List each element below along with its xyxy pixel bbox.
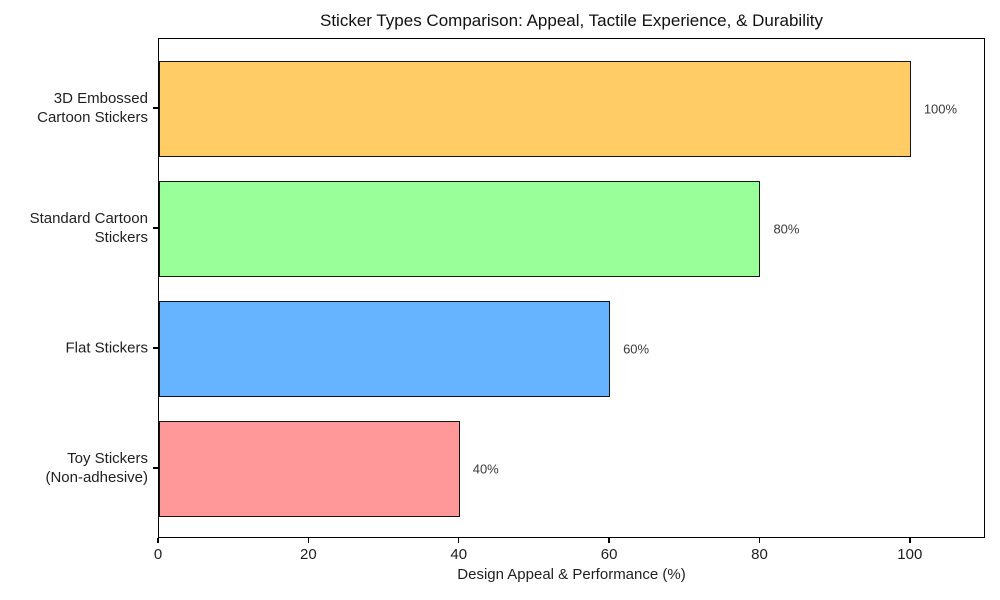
bar-3d-embossed-cartoon-stickers <box>159 61 911 157</box>
x-axis-tick <box>758 538 761 543</box>
bar-value-label: 80% <box>773 221 800 237</box>
x-axis-tick <box>909 538 911 543</box>
x-tick-label: 40 <box>450 546 468 563</box>
x-axis-tick <box>307 538 310 543</box>
y-axis-tick <box>153 467 158 469</box>
y-axis-label: 3D Embossed Cartoon Stickers <box>37 90 148 126</box>
y-axis-label: Flat Stickers <box>65 339 148 357</box>
chart-title: Sticker Types Comparison: Appeal, Tactil… <box>319 11 823 30</box>
x-tick-label: 100 <box>897 546 923 563</box>
x-tick-label: 80 <box>751 546 768 563</box>
bar-value-label: 40% <box>472 461 499 477</box>
x-tick-label: 0 <box>153 546 163 563</box>
x-tick-label: 20 <box>300 546 317 563</box>
bar-standard-cartoon-stickers <box>159 181 761 277</box>
y-axis-label: Toy Stickers (Non-adhesive) <box>45 450 148 486</box>
y-axis-label: Standard Cartoon Stickers <box>29 210 148 246</box>
bar-toy-stickers-non-adhesive <box>159 421 460 517</box>
y-axis-tick <box>153 227 158 229</box>
x-tick-label: 60 <box>600 546 618 563</box>
plot-area: 100% 80% 60% 40% <box>158 38 985 538</box>
bar-value-label: 60% <box>623 341 650 357</box>
y-axis-tick <box>153 107 158 109</box>
x-axis-tick <box>157 538 159 543</box>
y-axis-tick <box>153 347 158 349</box>
x-axis-tick <box>608 538 610 543</box>
x-axis-label: Design Appeal & Performance (%) <box>457 566 686 583</box>
x-axis-tick <box>457 538 460 543</box>
bar-flat-stickers <box>159 301 611 397</box>
bar-value-label: 100% <box>923 101 958 117</box>
